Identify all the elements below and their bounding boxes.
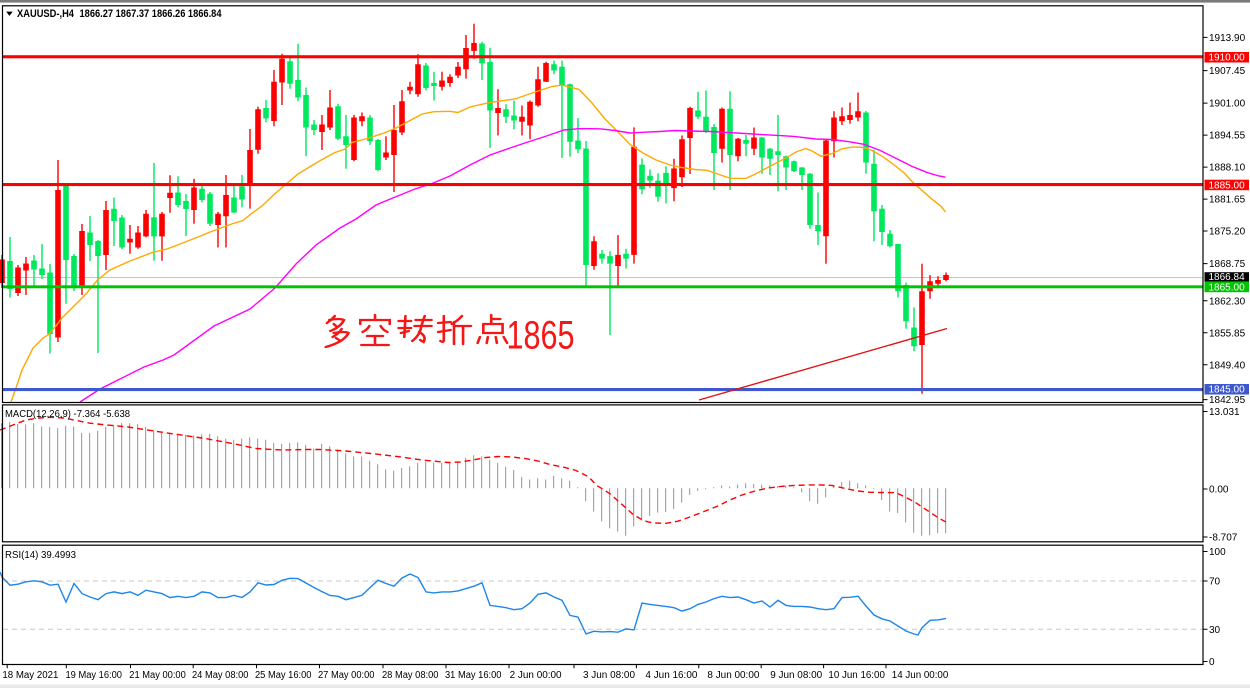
svg-text:0: 0 [1209,657,1215,668]
svg-text:XAUUSD-,H4: XAUUSD-,H4 [17,8,75,20]
svg-text:9 Jun 08:00: 9 Jun 08:00 [770,670,822,681]
svg-text:4 Jun 16:00: 4 Jun 16:00 [645,670,697,681]
svg-text:1910.00: 1910.00 [1209,53,1246,64]
svg-text:1888.10: 1888.10 [1209,163,1246,174]
svg-text:1865.00: 1865.00 [1209,282,1246,293]
svg-text:24 May 08:00: 24 May 08:00 [192,670,249,681]
svg-text:1907.45: 1907.45 [1209,66,1246,77]
svg-text:14 Jun 00:00: 14 Jun 00:00 [892,670,949,681]
svg-text:1901.00: 1901.00 [1209,99,1246,110]
svg-text:1866.27 1867.37 1866.26 1866.8: 1866.27 1867.37 1866.26 1866.84 [80,8,223,20]
svg-text:1868.75: 1868.75 [1209,259,1246,270]
svg-text:1842.95: 1842.95 [1209,395,1246,406]
svg-text:1885.00: 1885.00 [1209,180,1246,191]
svg-text:18 May 2021: 18 May 2021 [2,670,58,681]
svg-text:1845.00: 1845.00 [1209,385,1246,396]
svg-text:-8.707: -8.707 [1209,533,1238,544]
svg-text:30: 30 [1209,625,1221,636]
svg-text:MACD(12,26,9) -7.364 -5.638: MACD(12,26,9) -7.364 -5.638 [5,408,130,420]
svg-text:27 May 00:00: 27 May 00:00 [318,670,375,681]
svg-text:10 Jun 16:00: 10 Jun 16:00 [828,670,885,681]
svg-text:19 May 16:00: 19 May 16:00 [66,670,123,681]
svg-text:1875.20: 1875.20 [1209,227,1246,238]
svg-text:13.031: 13.031 [1209,407,1240,418]
svg-text:1881.65: 1881.65 [1209,195,1246,206]
svg-text:1866.84: 1866.84 [1209,272,1246,283]
svg-text:70: 70 [1209,577,1221,588]
svg-text:1862.30: 1862.30 [1209,296,1246,307]
svg-text:RSI(14) 39.4993: RSI(14) 39.4993 [5,549,76,561]
svg-text:1894.55: 1894.55 [1209,131,1246,142]
svg-text:100: 100 [1209,547,1226,558]
svg-text:25 May 16:00: 25 May 16:00 [255,670,312,681]
svg-text:21 May 00:00: 21 May 00:00 [129,670,186,681]
svg-text:3 Jun 08:00: 3 Jun 08:00 [583,670,635,681]
svg-text:1849.40: 1849.40 [1209,360,1246,371]
svg-text:28 May 08:00: 28 May 08:00 [382,670,439,681]
svg-text:8 Jun 00:00: 8 Jun 00:00 [707,670,759,681]
svg-text:0.00: 0.00 [1209,485,1229,496]
svg-text:31 May 16:00: 31 May 16:00 [445,670,502,681]
svg-text:1913.90: 1913.90 [1209,33,1246,44]
svg-text:1865: 1865 [507,314,575,358]
svg-text:1855.85: 1855.85 [1209,328,1246,339]
svg-text:2 Jun 00:00: 2 Jun 00:00 [510,670,562,681]
